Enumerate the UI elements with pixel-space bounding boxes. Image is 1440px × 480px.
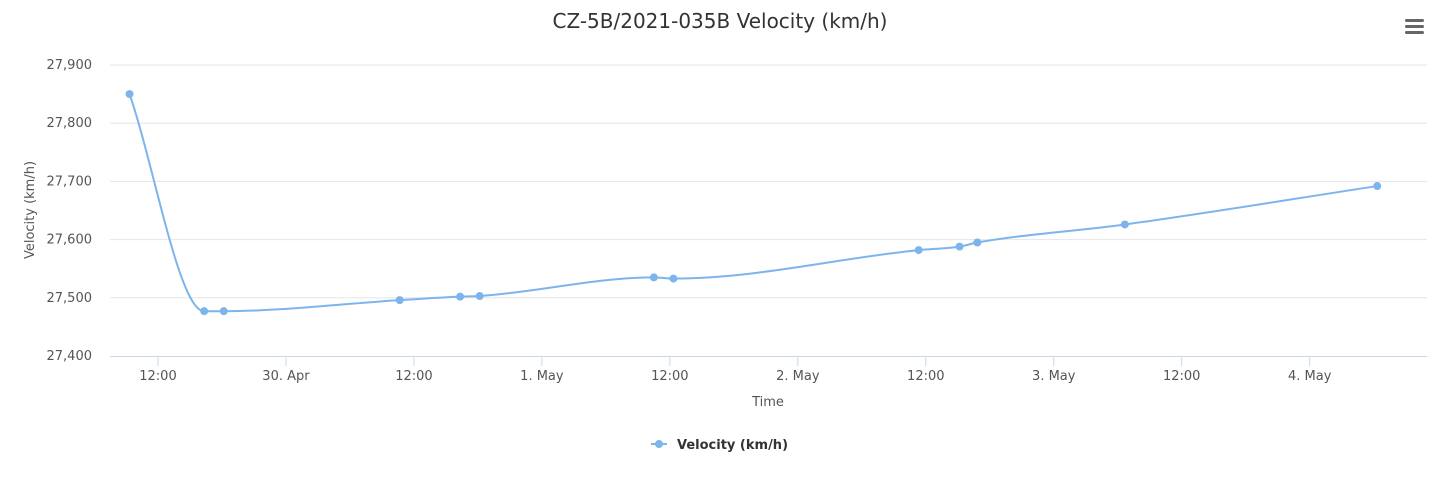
- data-point[interactable]: [456, 292, 465, 301]
- x-tick-label: 30. Apr: [262, 369, 310, 384]
- x-tick-label: 12:00: [1163, 369, 1200, 384]
- x-tick-label: 3. May: [1032, 369, 1076, 384]
- y-tick-label: 27,500: [47, 291, 93, 306]
- x-axis-title: Time: [751, 395, 784, 410]
- x-tick-label: 4. May: [1288, 369, 1332, 384]
- y-tick-label: 27,800: [47, 116, 93, 131]
- x-tick-label: 12:00: [651, 369, 688, 384]
- hamburger-menu-icon: [1405, 19, 1424, 34]
- x-tick-label: 12:00: [395, 369, 432, 384]
- data-point[interactable]: [1373, 182, 1382, 191]
- x-tick-label: 1. May: [520, 369, 564, 384]
- y-axis-labels: 27,400 27,500 27,600 27,700 27,800 27,900: [47, 58, 93, 364]
- chart-title: CZ-5B/2021-035B Velocity (km/h): [553, 9, 888, 33]
- data-point[interactable]: [219, 307, 228, 316]
- x-tick-label: 12:00: [907, 369, 944, 384]
- legend-marker: [655, 440, 663, 448]
- data-point[interactable]: [914, 246, 923, 255]
- data-point[interactable]: [955, 242, 964, 251]
- data-point[interactable]: [200, 307, 209, 316]
- velocity-series-line: [128, 93, 1378, 313]
- legend-label[interactable]: Velocity (km/h): [677, 438, 788, 453]
- legend[interactable]: Velocity (km/h): [651, 438, 788, 453]
- data-point[interactable]: [395, 296, 404, 305]
- y-tick-label: 27,900: [47, 58, 93, 73]
- y-tick-label: 27,400: [47, 349, 93, 364]
- y-tick-label: 27,700: [47, 174, 93, 189]
- x-tick-label: 2. May: [776, 369, 820, 384]
- data-point[interactable]: [649, 273, 658, 282]
- y-axis-title: Velocity (km/h): [23, 161, 38, 259]
- x-axis: 12:00 30. Apr 12:00 1. May 12:00 2. May 12:00 3…: [110, 356, 1427, 384]
- y-tick-label: 27,600: [47, 233, 93, 248]
- series-layer: [125, 90, 1382, 316]
- grid-lines: [110, 64, 1427, 299]
- x-tick-label: 12:00: [139, 369, 176, 384]
- data-point[interactable]: [669, 274, 678, 283]
- data-point[interactable]: [973, 238, 982, 247]
- data-point[interactable]: [475, 292, 484, 301]
- data-point[interactable]: [1120, 220, 1129, 229]
- chart-menu-button[interactable]: [1398, 12, 1430, 40]
- data-point[interactable]: [125, 90, 134, 99]
